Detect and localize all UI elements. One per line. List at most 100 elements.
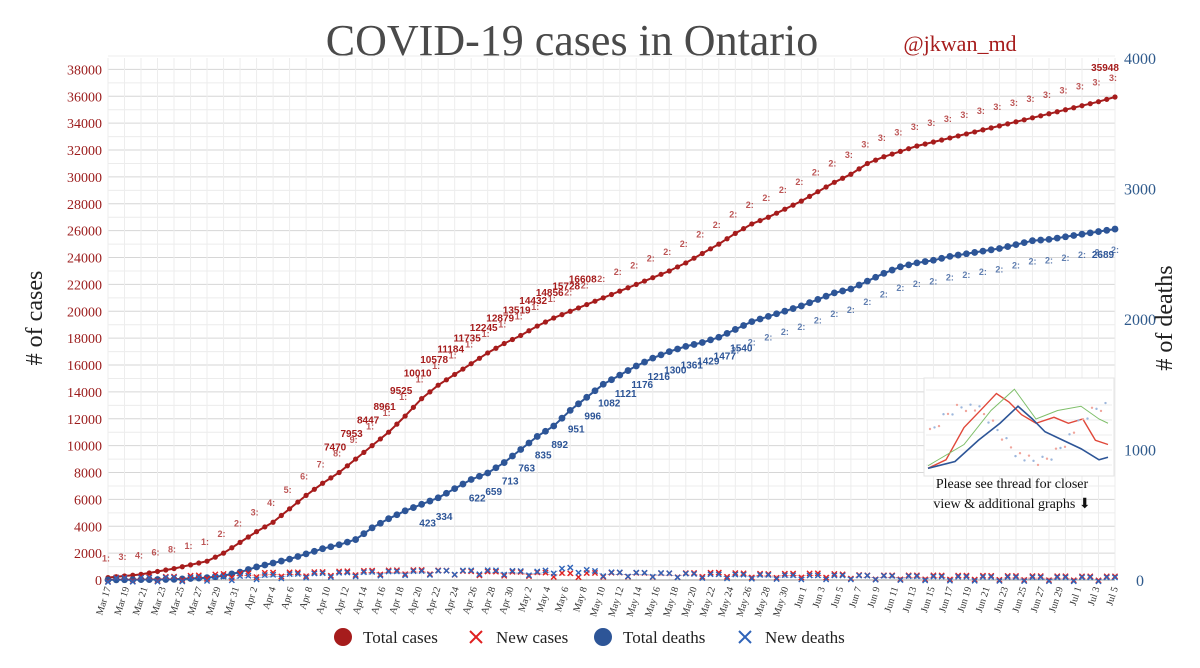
x-tick-label: Apr 12 — [333, 586, 352, 616]
data-label-deaths: 1176 — [631, 380, 653, 391]
legend: Total cases New cases Total deaths New deat… — [334, 628, 845, 647]
data-point — [426, 497, 434, 505]
data-point — [823, 184, 829, 190]
x-tick-label: Jun 7 — [847, 586, 864, 610]
data-point — [1104, 96, 1110, 102]
data-point — [377, 436, 383, 442]
inset-point — [1023, 459, 1026, 462]
data-point — [757, 217, 763, 224]
x-tick-label: Apr 26 — [461, 586, 480, 616]
data-point — [443, 489, 450, 497]
data-label-cases: 1: — [515, 311, 523, 321]
data-point — [526, 328, 532, 334]
data-point — [253, 529, 260, 535]
y-tick-left: 34000 — [67, 117, 102, 132]
data-label-deaths: 2: — [1111, 245, 1119, 255]
data-point — [493, 345, 499, 351]
data-point — [1037, 573, 1044, 580]
data-point — [204, 558, 210, 564]
data-point — [1029, 237, 1036, 245]
data-point — [402, 572, 409, 579]
x-tick-label: Jun 19 — [956, 586, 975, 615]
data-point — [798, 198, 804, 204]
data-point — [410, 504, 417, 511]
data-point — [649, 573, 656, 580]
data-point — [831, 179, 837, 185]
data-point — [789, 570, 797, 577]
data-point — [410, 568, 417, 575]
data-point — [163, 567, 169, 573]
data-point — [476, 472, 483, 480]
inset-point — [1009, 446, 1013, 449]
data-point — [310, 547, 318, 555]
data-point — [756, 571, 764, 578]
data-label-cases: 1: — [185, 541, 193, 551]
x-tick-label: May 14 — [625, 586, 645, 619]
data-point — [361, 449, 367, 455]
data-point — [922, 141, 928, 147]
data-point — [773, 575, 780, 583]
x-tick-label: May 26 — [735, 586, 755, 619]
data-label-cases: 2: — [696, 230, 704, 240]
data-label-deaths: 2: — [797, 322, 805, 332]
data-label-cases: 1: — [482, 329, 490, 339]
data-label-deaths: 2: — [962, 270, 970, 280]
data-point — [517, 567, 524, 575]
data-label-cases: 3: — [1043, 90, 1051, 100]
data-label-cases: 7470 — [324, 443, 347, 454]
data-label-deaths: 1540 — [730, 343, 753, 354]
data-label-deaths: 892 — [551, 440, 568, 451]
data-point — [947, 135, 953, 141]
data-point — [418, 500, 426, 508]
data-point — [815, 189, 821, 195]
legend-marker — [738, 630, 752, 644]
data-point — [500, 459, 508, 466]
data-label-cases: 2: — [795, 177, 803, 187]
data-point — [245, 534, 251, 540]
data-label-deaths: 2: — [896, 283, 904, 293]
data-point — [261, 571, 268, 579]
data-point — [650, 275, 656, 281]
x-tick-label: Mar 29 — [204, 586, 223, 617]
x-tick-label: May 2 — [517, 586, 535, 614]
data-label-deaths: 1216 — [648, 372, 671, 383]
inset-thumbnail[interactable] — [923, 377, 1115, 477]
data-point — [410, 404, 417, 410]
data-label-deaths: 2: — [764, 332, 772, 342]
data-label-cases: 3: — [1059, 86, 1067, 96]
x-tick-label: Jun 3 — [811, 586, 828, 610]
inset-point — [1027, 454, 1031, 457]
data-point — [1012, 241, 1020, 249]
data-point — [419, 396, 425, 402]
data-point — [863, 277, 871, 285]
data-point — [467, 476, 475, 483]
inset-point — [933, 426, 936, 429]
data-point — [798, 574, 805, 581]
x-tick-label: Jun 23 — [992, 586, 1011, 615]
data-point — [980, 127, 986, 133]
x-tick-label: Apr 4 — [261, 586, 279, 611]
data-point — [1013, 119, 1019, 125]
y-tick-left: 12000 — [67, 413, 102, 428]
data-point — [905, 261, 913, 269]
plot-area: 1: 3: 4: 6: 8: 1: 1: 2: 2: 3: 4: 5: 6: 7: 8: 9: 1: 1: 1: 1:… — [102, 63, 1119, 586]
y-tick-left: 2000 — [74, 547, 102, 562]
data-label-deaths: 996 — [584, 411, 601, 422]
data-point — [897, 148, 903, 154]
x-tick-label: Mar 17 — [94, 586, 113, 617]
data-point — [732, 230, 738, 236]
data-label-deaths: 2: — [1012, 261, 1020, 271]
data-point — [377, 572, 384, 579]
legend-marker — [594, 628, 612, 646]
x-tick-label: May 24 — [716, 586, 736, 619]
data-label-cases: 2: — [762, 193, 770, 203]
inset-point — [1104, 401, 1107, 405]
data-label-cases: 2: — [779, 185, 787, 195]
data-point — [674, 264, 681, 270]
data-point — [146, 574, 153, 581]
data-label-cases: 15728 — [552, 281, 580, 292]
x-tick-label: Apr 2 — [243, 586, 261, 611]
x-tick-label: Apr 6 — [279, 586, 297, 611]
data-point — [756, 315, 764, 323]
data-point — [567, 564, 574, 571]
